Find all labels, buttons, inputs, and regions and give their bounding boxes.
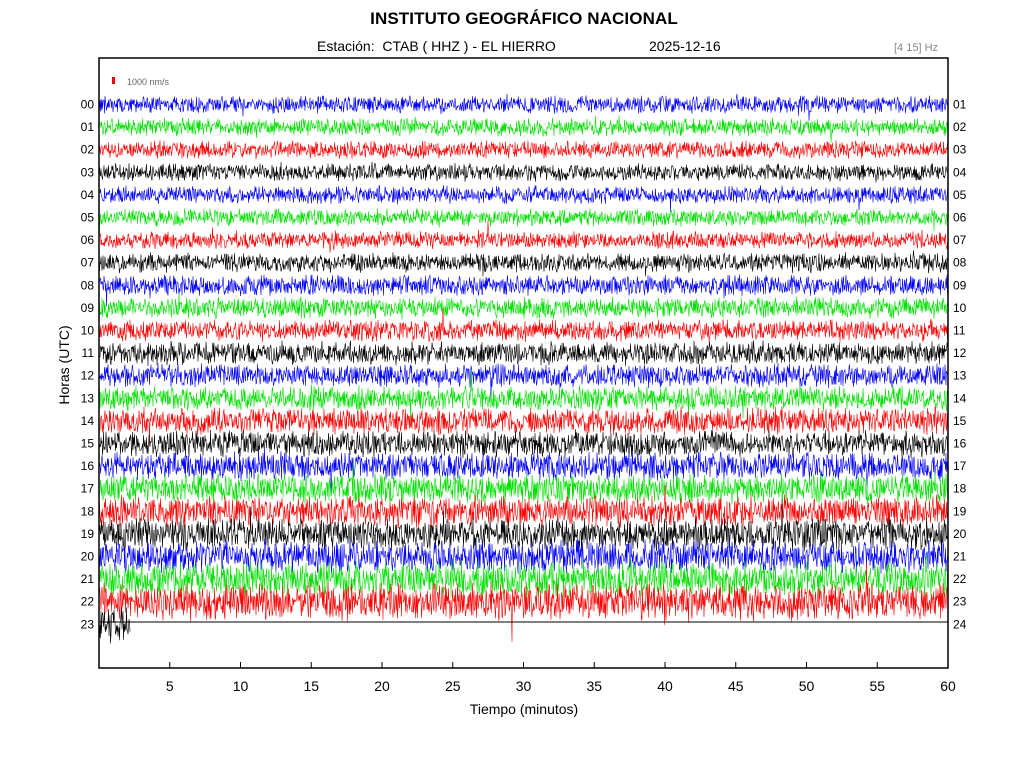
trace-hour-00 [99, 93, 949, 121]
left-hour-label-03: 03 [81, 165, 95, 179]
left-hour-label-12: 12 [81, 369, 95, 383]
trace-hour-03 [99, 161, 949, 183]
right-hour-label-19: 19 [953, 504, 967, 518]
trace-hour-04 [99, 185, 949, 212]
left-hour-label-20: 20 [81, 550, 95, 564]
right-hour-label-06: 06 [953, 211, 967, 225]
right-hour-label-17: 17 [953, 459, 967, 473]
trace-hour-18 [99, 485, 949, 530]
left-hour-label-16: 16 [81, 459, 95, 473]
right-hour-label-22: 22 [953, 572, 967, 586]
right-hour-label-02: 02 [953, 120, 967, 134]
x-tick-label-35: 35 [586, 678, 602, 694]
trace-hour-19 [99, 499, 949, 563]
right-hour-labels: 01 02 03 04 05 06 07 08 09 10 11 12 13 14 15 16 17 18 19 20… [953, 98, 967, 632]
left-hour-label-18: 18 [81, 504, 95, 518]
trace-hour-01 [99, 115, 949, 143]
right-hour-label-16: 16 [953, 437, 967, 451]
right-hour-label-05: 05 [953, 188, 967, 202]
trace-hour-21 [99, 552, 949, 600]
trace-hour-15 [99, 429, 949, 459]
scale-label: 1000 nm/s [127, 77, 170, 87]
trace-hour-14 [99, 406, 949, 446]
left-hour-label-19: 19 [81, 527, 95, 541]
right-hour-label-21: 21 [953, 550, 967, 564]
left-hour-label-22: 22 [81, 595, 95, 609]
x-tick-label-20: 20 [374, 678, 390, 694]
left-hour-label-01: 01 [81, 120, 95, 134]
left-hour-labels: 00 01 02 03 04 05 06 07 08 09 10 11 12 13 14 15 16 17 18 19… [81, 98, 95, 632]
right-hour-label-01: 01 [953, 98, 967, 112]
scale-bar [112, 77, 115, 84]
x-tick-label-10: 10 [233, 678, 249, 694]
y-axis-label: Horas (UTC) [56, 325, 72, 404]
trace-hour-10 [99, 308, 949, 343]
trace-group [99, 93, 949, 644]
right-hour-label-23: 23 [953, 595, 967, 609]
x-tick-label-30: 30 [516, 678, 532, 694]
record-date: 2025-12-16 [649, 38, 721, 54]
right-hour-label-09: 09 [953, 278, 967, 292]
trace-hour-12 [99, 363, 949, 399]
left-hour-label-21: 21 [81, 572, 95, 586]
x-tick-label-15: 15 [303, 678, 319, 694]
left-hour-label-13: 13 [81, 391, 95, 405]
trace-hour-02 [99, 140, 949, 160]
x-axis-label: Tiempo (minutos) [470, 701, 578, 717]
left-hour-label-07: 07 [81, 256, 95, 270]
trace-hour-08 [99, 274, 949, 307]
x-tick-label-50: 50 [799, 678, 815, 694]
x-tick-label-25: 25 [445, 678, 461, 694]
left-hour-label-14: 14 [81, 414, 95, 428]
trace-hour-13 [99, 369, 949, 422]
right-hour-label-24: 24 [953, 617, 967, 631]
left-hour-label-08: 08 [81, 278, 95, 292]
trace-hour-07 [99, 250, 949, 277]
right-hour-label-14: 14 [953, 391, 967, 405]
trace-hour-11 [99, 340, 949, 367]
right-hour-label-08: 08 [953, 256, 967, 270]
right-hour-label-07: 07 [953, 233, 967, 247]
left-hour-label-17: 17 [81, 482, 95, 496]
right-hour-label-18: 18 [953, 482, 967, 496]
left-hour-label-09: 09 [81, 301, 95, 315]
x-tick-label-40: 40 [657, 678, 673, 694]
x-tick-label-60: 60 [940, 678, 956, 694]
trace-hour-09 [99, 292, 949, 320]
right-hour-label-20: 20 [953, 527, 967, 541]
trace-hour-06 [99, 220, 949, 253]
right-hour-label-15: 15 [953, 414, 967, 428]
x-tick-label-55: 55 [869, 678, 885, 694]
left-hour-label-06: 06 [81, 233, 95, 247]
x-tick-label-5: 5 [166, 678, 174, 694]
trace-hour-17 [99, 461, 949, 505]
right-hour-label-11: 11 [953, 324, 966, 338]
right-hour-label-13: 13 [953, 369, 967, 383]
station-label: Estación: CTAB ( HHZ ) - EL HIERRO [317, 38, 556, 54]
x-axis-ticks: 5 10 15 20 25 30 35 40 45 50 55 60 [166, 662, 956, 694]
left-hour-label-04: 04 [81, 188, 95, 202]
amplitude-scale: 1000 nm/s [112, 77, 170, 87]
left-hour-label-15: 15 [81, 437, 95, 451]
trace-hour-23 [99, 606, 131, 644]
trace-hour-16 [99, 446, 949, 495]
right-hour-label-03: 03 [953, 143, 967, 157]
left-hour-label-10: 10 [81, 324, 95, 338]
left-hour-label-11: 11 [82, 346, 95, 360]
right-hour-label-12: 12 [953, 346, 967, 360]
left-hour-label-00: 00 [81, 98, 95, 112]
trace-hour-05 [99, 208, 949, 233]
trace-hour-20 [99, 538, 949, 575]
left-hour-label-23: 23 [81, 617, 95, 631]
frequency-band: [4 15] Hz [894, 42, 939, 54]
left-hour-label-02: 02 [81, 143, 95, 157]
right-hour-label-04: 04 [953, 165, 967, 179]
right-hour-label-10: 10 [953, 301, 967, 315]
chart-title: INSTITUTO GEOGRÁFICO NACIONAL [370, 9, 678, 28]
trace-hour-22 [99, 562, 949, 642]
x-tick-label-45: 45 [728, 678, 744, 694]
left-hour-label-05: 05 [81, 211, 95, 225]
